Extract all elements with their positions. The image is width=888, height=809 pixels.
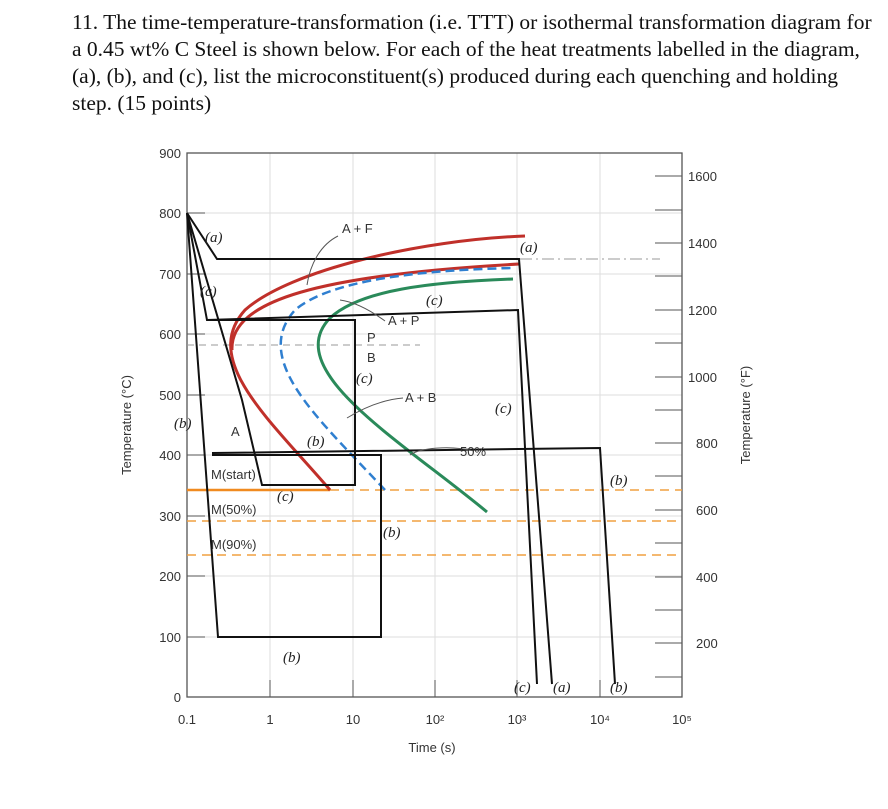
label-path-b: (b) <box>283 650 301 666</box>
y-tick: 900 <box>159 146 181 161</box>
label-path-b: (b) <box>610 473 628 489</box>
y-tick: 200 <box>159 569 181 584</box>
y-tick: 800 <box>159 206 181 221</box>
y-right-axis-label: Temperature (°F) <box>738 366 753 464</box>
x-tick: 10² <box>426 712 445 727</box>
grid <box>187 153 682 697</box>
label-a: A <box>231 424 240 439</box>
path-c-box <box>186 212 356 486</box>
x-axis-label: Time (s) <box>408 740 455 755</box>
y-right-tick: 400 <box>696 570 718 585</box>
label-m-90: M(90%) <box>211 537 257 552</box>
y-right-tick: 1400 <box>688 236 717 251</box>
label-path-c: (c) <box>495 401 512 417</box>
y-tick: 400 <box>159 448 181 463</box>
label-p: P <box>367 330 376 345</box>
path-b-box <box>186 212 382 638</box>
question-text: 11. The time-temperature-transformation … <box>72 10 872 115</box>
annotation-arrows <box>306 235 475 456</box>
y-right-tick: 1200 <box>688 303 717 318</box>
label-b: B <box>367 350 376 365</box>
label-path-c: (c) <box>200 284 217 300</box>
label-path-b: (b) <box>307 434 325 450</box>
y-right-tick: 1000 <box>688 370 717 385</box>
path-b <box>211 446 616 685</box>
label-m-start: M(start) <box>211 467 256 482</box>
y-right-tick: 1600 <box>688 169 717 184</box>
x-tick: 0.1 <box>178 712 196 727</box>
y-tick: 600 <box>159 327 181 342</box>
label-path-c: (c) <box>356 371 373 387</box>
y-tick: 500 <box>159 388 181 403</box>
path-a <box>186 212 553 685</box>
label-path-b: (b) <box>174 416 192 432</box>
x-tick: 1 <box>266 712 273 727</box>
y-tick: 0 <box>174 690 181 705</box>
label-a-plus-b: A + B <box>405 390 436 405</box>
y-left-axis-label: Temperature (°C) <box>119 375 134 475</box>
x-tick: 10³ <box>508 712 527 727</box>
label-path-c: (c) <box>426 293 443 309</box>
heat-treatment-paths <box>186 212 616 685</box>
label-a-plus-p: A + P <box>388 313 419 328</box>
label-path-c: (c) <box>514 680 531 696</box>
y-right-tick: 600 <box>696 503 718 518</box>
fifty-percent-curve <box>279 266 514 491</box>
x-tick: 10 <box>346 712 360 727</box>
label-path-b: (b) <box>610 680 628 696</box>
start-curve-upper <box>230 262 520 351</box>
right-ticks <box>655 175 682 678</box>
start-curve <box>229 234 526 491</box>
label-path-a: (a) <box>553 680 571 696</box>
x-tick: 10⁴ <box>590 712 610 727</box>
finish-curve <box>316 277 514 514</box>
y-tick: 300 <box>159 509 181 524</box>
label-path-a: (a) <box>205 230 223 246</box>
label-50-percent: 50% <box>460 444 486 459</box>
label-path-a: (a) <box>520 240 538 256</box>
y-tick: 100 <box>159 630 181 645</box>
path-c <box>206 308 538 685</box>
label-m-50: M(50%) <box>211 502 257 517</box>
martensite-lines <box>187 489 682 556</box>
x-tick: 10⁵ <box>672 712 692 727</box>
label-path-b: (b) <box>383 525 401 541</box>
y-tick: 700 <box>159 267 181 282</box>
label-path-c: (c) <box>277 489 294 505</box>
y-right-tick: 800 <box>696 436 718 451</box>
label-a-plus-f: A + F <box>342 221 373 236</box>
y-right-tick: 200 <box>696 636 718 651</box>
